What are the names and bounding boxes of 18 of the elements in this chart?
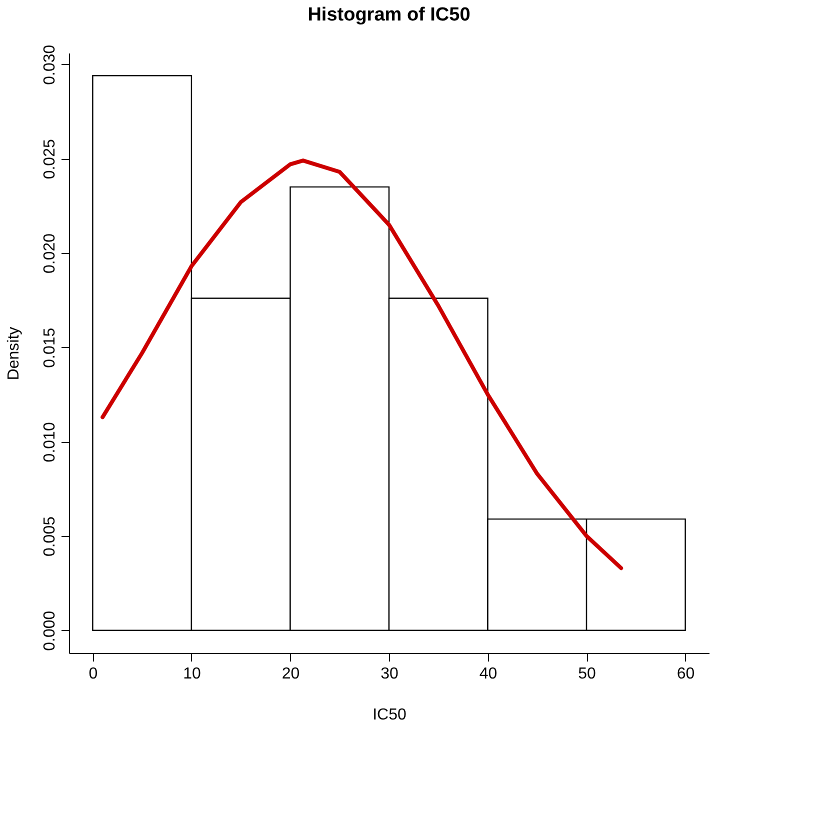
x-tick-label: 0 bbox=[88, 666, 98, 682]
y-tick-label: 0.015 bbox=[42, 328, 58, 368]
x-tick-label: 60 bbox=[676, 666, 695, 682]
y-tick-label: 0.000 bbox=[42, 610, 58, 651]
chart-title: Histogram of IC50 bbox=[308, 4, 470, 26]
y-tick-label: 0.025 bbox=[42, 139, 58, 180]
y-tick-label: 0.030 bbox=[42, 44, 58, 85]
x-tick-label: 30 bbox=[380, 666, 398, 682]
y-axis-title: Density bbox=[6, 326, 22, 380]
line-series bbox=[100, 158, 624, 570]
y-tick-label: 0.010 bbox=[42, 422, 58, 462]
y-tick-label: 0.020 bbox=[42, 233, 58, 274]
x-tick-label: 20 bbox=[282, 666, 300, 682]
x-tick-label: 50 bbox=[578, 666, 596, 682]
x-tick-label: 10 bbox=[183, 666, 201, 682]
x-tick-label: 40 bbox=[479, 666, 498, 682]
y-tick-label: 0.005 bbox=[42, 516, 58, 557]
x-axis-title: IC50 bbox=[372, 706, 406, 724]
